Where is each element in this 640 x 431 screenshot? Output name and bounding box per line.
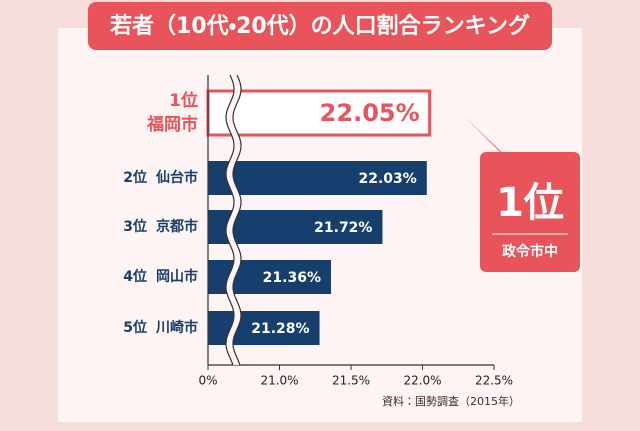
value-label: 22.03% [358,171,416,187]
title-banner [88,2,552,50]
x-tick-label: 22.0% [403,374,441,388]
callout-box [480,152,580,272]
rank-label: 1位 [169,90,198,111]
source: 資料：国勢調査（2015年） [382,394,520,408]
value-label: 22.05% [320,99,420,127]
value-label: 21.36% [263,270,321,286]
axis-break-fill [226,75,241,365]
bar [206,89,432,137]
bar [208,161,427,195]
y-tick-label: 福岡市 [146,114,198,135]
value-label: 21.72% [314,220,372,236]
axis-break [232,74,242,366]
y-tick-label: 仙台市 [155,169,198,186]
x-tick-label: 0% [198,374,217,388]
x-tick-label: 21.0% [260,374,298,388]
callout-rank: 1位 [496,180,564,226]
x-tick-label: 21.5% [332,374,370,388]
rank-label: 5位 [123,319,147,336]
axis-break [225,74,235,366]
y-tick-label: 川崎市 [155,319,198,336]
y-tick-label: 京都市 [156,218,198,235]
chart-title: 若者（10代・20代）の人口割合ランキング [110,13,530,39]
callout-note: 政令市中 [502,243,558,260]
y-tick-label: 岡山市 [156,268,198,285]
value-label: 21.28% [251,321,309,337]
x-tick-label: 22.5% [475,374,513,388]
rank-label: 2位 [123,169,147,186]
rank-label: 3位 [123,218,147,235]
rank-label: 4位 [123,268,147,285]
